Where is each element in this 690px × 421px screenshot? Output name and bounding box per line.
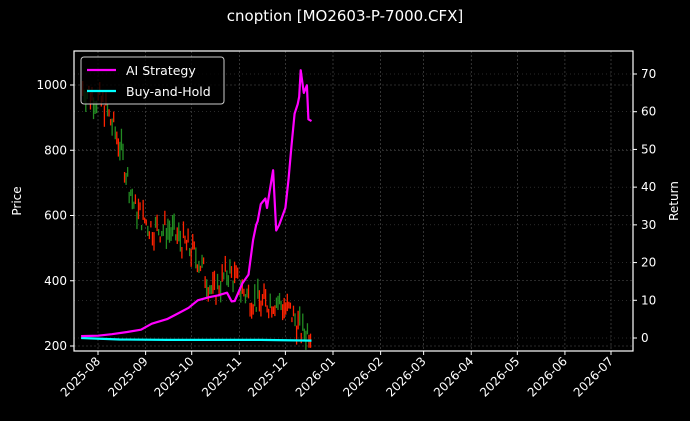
x-tick-label: 2025-12 bbox=[245, 354, 290, 399]
x-tick-label: 2026-03 bbox=[383, 354, 428, 399]
y-tick-label: 200 bbox=[44, 339, 67, 353]
y2-tick-label: 10 bbox=[641, 293, 656, 307]
x-tick-label: 2026-01 bbox=[293, 354, 338, 399]
y2-tick-label: 30 bbox=[641, 218, 656, 232]
plot-frame bbox=[73, 50, 634, 352]
legend-label-ai-strategy: AI Strategy bbox=[126, 63, 196, 78]
y-tick-label: 400 bbox=[44, 274, 67, 288]
x-tick-label: 2026-06 bbox=[525, 354, 570, 399]
date-axis: 2025-08 2025-09 2025-10 2025-11 2025-12 2026-… bbox=[58, 351, 616, 400]
price-axis-label: Price bbox=[10, 186, 24, 215]
y-tick-label: 800 bbox=[44, 143, 67, 157]
price-axis: 200 400 600 800 1000 bbox=[36, 78, 74, 353]
price-candles bbox=[82, 81, 312, 350]
x-tick-label: 2025-10 bbox=[151, 354, 196, 399]
x-tick-label: 2025-08 bbox=[58, 354, 103, 399]
y-tick-label: 1000 bbox=[36, 78, 67, 92]
y-tick-label: 600 bbox=[44, 209, 67, 223]
return-axis-label: Return bbox=[667, 181, 681, 221]
y2-tick-label: 20 bbox=[641, 256, 656, 270]
return-axis: 0 10 20 30 40 50 60 70 bbox=[633, 67, 656, 345]
legend-label-buy-and-hold: Buy-and-Hold bbox=[126, 84, 211, 99]
y2-tick-label: 0 bbox=[641, 331, 649, 345]
return-lines bbox=[81, 69, 313, 342]
x-tick-label: 2025-09 bbox=[105, 354, 150, 399]
chart-title: cnoption [MO2603-P-7000.CFX] bbox=[226, 7, 464, 25]
x-tick-label: 2026-07 bbox=[571, 354, 616, 399]
ai-strategy-line bbox=[81, 69, 313, 338]
y2-tick-label: 60 bbox=[641, 105, 656, 119]
y2-tick-label: 40 bbox=[641, 180, 656, 194]
x-tick-label: 2026-05 bbox=[477, 354, 522, 399]
legend: AI Strategy Buy-and-Hold bbox=[80, 56, 225, 105]
buy-and-hold-line bbox=[81, 336, 312, 342]
x-tick-label: 2025-11 bbox=[199, 354, 244, 399]
y2-tick-label: 70 bbox=[641, 67, 656, 81]
x-tick-label: 2026-02 bbox=[340, 354, 385, 399]
x-tick-label: 2026-04 bbox=[431, 354, 476, 399]
y2-tick-label: 50 bbox=[641, 142, 656, 156]
